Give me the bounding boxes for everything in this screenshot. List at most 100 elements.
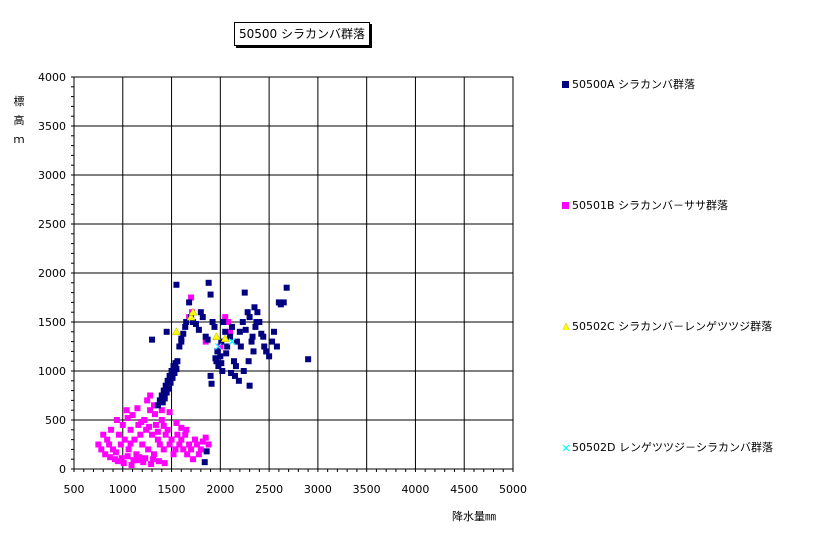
data-point <box>246 382 253 389</box>
data-point <box>207 372 214 379</box>
data-point <box>250 348 257 355</box>
data-point <box>162 431 169 438</box>
data-point <box>164 426 171 433</box>
data-point <box>228 369 235 376</box>
data-point <box>124 415 131 422</box>
data-point <box>171 369 178 376</box>
data-point <box>142 455 149 462</box>
data-point <box>156 441 163 448</box>
y-tick-label: 3000 <box>38 169 66 182</box>
data-point <box>205 279 212 286</box>
y-tick-labels: 0 500 1000 1500 2000 2500 3000 3500 4000 <box>38 71 66 476</box>
data-point <box>199 438 206 445</box>
chart-title: 50500 シラカンバ群落 <box>234 22 370 46</box>
x-tick-label: 3000 <box>304 483 332 496</box>
data-point <box>172 327 181 336</box>
data-point <box>222 314 229 321</box>
data-point <box>232 363 239 370</box>
data-point <box>169 374 176 381</box>
data-point <box>137 431 144 438</box>
legend-marker-d <box>562 444 569 451</box>
data-point <box>214 343 222 350</box>
data-point <box>188 446 195 453</box>
data-point <box>254 309 261 316</box>
data-point <box>204 336 211 343</box>
data-point <box>186 441 193 448</box>
data-point <box>150 402 157 409</box>
data-point <box>205 441 212 448</box>
data-point <box>193 441 200 448</box>
data-point <box>139 441 146 448</box>
data-point <box>166 409 173 416</box>
data-point <box>241 289 248 296</box>
axis-minor-ticks <box>71 76 514 472</box>
data-point <box>222 328 229 335</box>
data-point <box>230 358 237 365</box>
legend-marker-b <box>562 202 569 209</box>
data-point <box>273 343 280 350</box>
data-point <box>147 407 154 414</box>
data-point <box>229 323 236 330</box>
data-point <box>108 426 115 433</box>
data-point <box>208 380 215 387</box>
data-point <box>123 407 130 414</box>
data-point <box>220 334 230 342</box>
data-point <box>138 418 145 425</box>
data-point <box>168 436 175 443</box>
data-point <box>217 343 224 350</box>
data-point <box>173 366 180 373</box>
data-point <box>173 281 180 288</box>
data-point <box>233 338 240 345</box>
data-point <box>182 323 189 330</box>
data-point <box>213 358 220 365</box>
data-point <box>117 441 124 448</box>
data-point <box>253 319 260 325</box>
x-axis-label: 降水量㎜ <box>452 510 496 523</box>
data-point <box>163 389 170 396</box>
data-point <box>227 328 234 335</box>
data-point <box>140 459 147 466</box>
legend-label-c: 50502C シラカンバ－レンゲツツジ群落 <box>572 320 773 333</box>
data-point <box>283 284 290 291</box>
data-point <box>192 320 199 327</box>
data-point <box>170 451 177 458</box>
data-point <box>150 456 157 463</box>
data-point <box>280 299 287 306</box>
data-point <box>155 458 162 465</box>
data-point <box>260 333 267 340</box>
data-point <box>120 460 127 467</box>
data-point <box>136 454 143 461</box>
data-point <box>125 446 132 453</box>
data-point <box>106 441 113 448</box>
data-point <box>149 431 156 438</box>
data-point <box>252 323 259 330</box>
data-point <box>174 358 181 365</box>
data-point <box>202 434 209 441</box>
data-point <box>160 446 167 453</box>
x-tick-label: 3500 <box>353 483 381 496</box>
data-point <box>227 333 234 340</box>
data-point <box>127 440 134 447</box>
data-point <box>248 338 255 345</box>
data-point <box>178 424 185 431</box>
data-point <box>150 451 157 458</box>
y-tick-label: 1000 <box>38 365 66 378</box>
data-point <box>95 441 102 448</box>
data-point <box>115 431 122 438</box>
y-tick-label: 3500 <box>38 120 66 133</box>
data-point <box>144 397 151 404</box>
data-point <box>220 319 227 325</box>
data-point <box>119 421 126 428</box>
data-point <box>154 428 161 435</box>
data-point <box>182 431 189 438</box>
data-point <box>209 319 216 325</box>
data-point <box>113 417 120 423</box>
data-point <box>211 323 218 330</box>
data-point <box>100 431 107 438</box>
data-point <box>305 356 312 363</box>
data-point <box>130 457 137 464</box>
data-point <box>246 314 253 321</box>
data-point <box>180 330 187 337</box>
data-point <box>112 449 119 456</box>
